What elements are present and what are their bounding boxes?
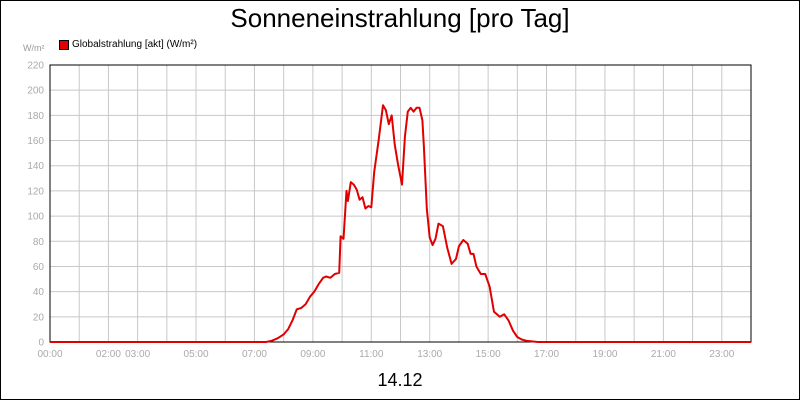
y-tick-label: 200 bbox=[27, 86, 44, 97]
x-tick-label: 03:00 bbox=[125, 349, 150, 360]
x-tick-label: 09:00 bbox=[300, 349, 325, 360]
y-axis-unit-label: W/m² bbox=[23, 43, 45, 53]
legend-label: Globalstrahlung [akt] (W/m²) bbox=[72, 39, 198, 50]
x-tick-label: 13:00 bbox=[417, 349, 442, 360]
plot-border bbox=[49, 64, 752, 343]
y-tick-label: 160 bbox=[27, 136, 44, 147]
x-tick-label: 07:00 bbox=[242, 349, 267, 360]
y-tick-label: 120 bbox=[27, 186, 44, 197]
x-tick-label: 23:00 bbox=[709, 349, 734, 360]
y-tick-label: 140 bbox=[27, 161, 44, 172]
date-label: 14.12 bbox=[377, 370, 423, 390]
y-tick-label: 220 bbox=[27, 61, 44, 72]
x-tick-label: 11:00 bbox=[359, 349, 384, 360]
x-tick-label: 17:00 bbox=[534, 349, 559, 360]
y-tick-label: 80 bbox=[33, 237, 45, 248]
series-line bbox=[50, 104, 751, 343]
x-tick-label: 21:00 bbox=[651, 349, 676, 360]
x-tick-label: 05:00 bbox=[184, 349, 209, 360]
y-tick-label: 40 bbox=[33, 287, 45, 298]
y-tick-label: 100 bbox=[27, 212, 44, 223]
y-tick-label: 0 bbox=[38, 338, 44, 349]
y-tick-label: 60 bbox=[33, 262, 45, 273]
x-tick-label: 00:00 bbox=[37, 349, 62, 360]
legend: Globalstrahlung [akt] (W/m²) bbox=[59, 39, 197, 50]
legend-swatch bbox=[59, 39, 69, 50]
x-tick-label: 19:00 bbox=[592, 349, 617, 360]
y-tick-label: 180 bbox=[27, 111, 44, 122]
y-tick-label: 20 bbox=[33, 312, 45, 323]
x-tick-label: 15:00 bbox=[476, 349, 501, 360]
chart-title: Sonneneinstrahlung [pro Tag] bbox=[230, 3, 570, 33]
x-tick-label: 02:00 bbox=[96, 349, 121, 360]
